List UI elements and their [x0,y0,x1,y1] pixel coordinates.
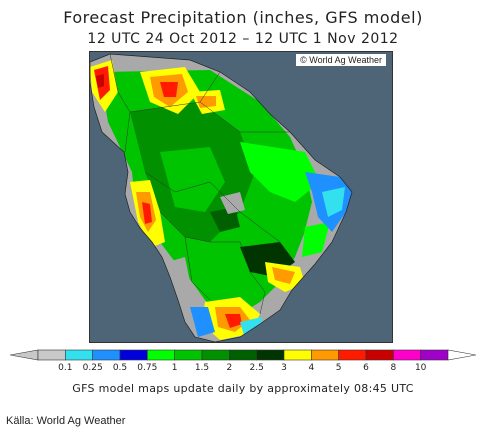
coastline [90,53,353,342]
legend-swatch [393,349,421,361]
legend-tick-label: 2 [226,363,232,371]
legend-tick-label: 0.1 [58,363,72,371]
country-borders [109,53,290,315]
legend-tick-label: 8 [390,363,396,371]
map-credit: © World Ag Weather [296,54,386,66]
map-subtitle: 12 UTC 24 Oct 2012 – 12 UTC 1 Nov 2012 [87,31,399,47]
legend-swatch [174,349,203,361]
precipitation-map: © World Ag Weather [89,51,393,343]
source-credit: Källa: World Ag Weather [6,415,126,427]
legend-swatch [119,349,148,361]
legend-swatch [365,349,394,361]
legend-swatch [65,349,93,361]
legend-arrow-low [10,349,39,361]
update-note: GFS model maps update daily by approxima… [72,382,414,395]
legend-swatch [338,349,367,361]
legend-tick-label: 0.75 [137,363,157,371]
legend-tick-label: 3 [281,363,287,371]
legend-arrow-high [447,349,476,361]
legend-swatch [256,349,285,361]
legend-tick-label: 0.5 [113,363,127,371]
map-title: Forecast Precipitation (inches, GFS mode… [63,8,423,27]
legend-tick-label: 0.25 [83,363,103,371]
legend-cells [10,349,476,361]
legend-tick-label: 2.5 [250,363,264,371]
legend-swatch [311,349,339,361]
legend-swatch [283,349,312,361]
legend-tick-label: 1.5 [195,363,209,371]
legend-swatch [229,349,257,361]
legend-tick-label: 1 [172,363,178,371]
legend-tick-label: 10 [415,363,427,371]
legend-tick-label: 6 [363,363,369,371]
legend-tick-label: 5 [336,363,342,371]
map-canvas [90,53,353,342]
legend-swatch [92,349,121,361]
legend-colorbar: 0.1 0.25 0.5 0.75 1 1.5 2 2.5 3 4 5 6 8 10 [10,349,476,371]
legend-swatch [420,349,449,361]
legend-labels: 0.1 0.25 0.5 0.75 1 1.5 2 2.5 3 4 5 6 8 10 [58,363,426,371]
legend-swatch [37,349,66,361]
precip-fields [90,60,352,340]
legend-swatch [147,349,175,361]
legend-tick-label: 4 [308,363,314,371]
legend-swatch [201,349,230,361]
